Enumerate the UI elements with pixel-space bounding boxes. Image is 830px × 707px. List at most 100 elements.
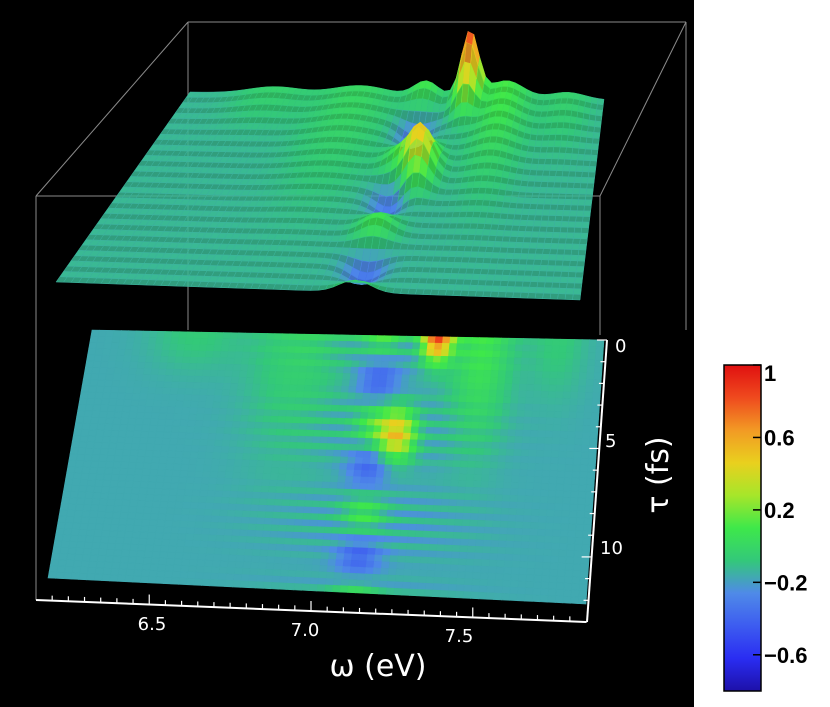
density-cell (414, 387, 424, 396)
density-cell (502, 579, 512, 588)
density-cell (472, 402, 482, 410)
surface-cell (594, 114, 603, 122)
density-cell (81, 466, 91, 474)
density-cell (163, 475, 173, 484)
density-cell (261, 479, 271, 487)
density-cell (179, 571, 189, 579)
density-cell (205, 344, 215, 352)
density-cell (199, 338, 209, 346)
density-cell (331, 340, 341, 348)
density-cell (90, 373, 100, 381)
surface-cell (582, 160, 591, 167)
density-cell (589, 431, 599, 440)
density-cell (258, 441, 268, 449)
surface-cell (565, 187, 574, 195)
surface-cell (545, 187, 554, 194)
surface-cell (588, 166, 597, 173)
surface-cell (529, 203, 538, 210)
density-cell (581, 543, 591, 552)
density-cell (484, 356, 493, 365)
density-cell (560, 516, 570, 525)
density-cell (207, 433, 217, 441)
density-cell (388, 425, 398, 434)
density-cell (70, 528, 80, 536)
surface-cell (580, 130, 588, 138)
density-cell (80, 472, 90, 480)
density-cell (501, 416, 510, 424)
density-cell (427, 478, 437, 487)
density-cell (199, 439, 209, 447)
density-cell (246, 421, 256, 429)
density-cell (396, 562, 406, 570)
density-cell (404, 555, 414, 564)
density-cell (458, 558, 467, 566)
density-cell (147, 481, 157, 489)
density-cell (363, 580, 373, 588)
density-cell (537, 528, 546, 537)
density-cell (413, 471, 423, 480)
density-cell (344, 482, 354, 490)
density-cell (244, 491, 254, 499)
density-cell (206, 338, 216, 346)
density-cell (254, 421, 264, 430)
surface-cell (529, 236, 539, 244)
density-cell (543, 450, 552, 458)
surface-cell (564, 243, 573, 250)
density-cell (465, 558, 475, 567)
density-cell (266, 498, 276, 507)
density-cell (544, 529, 554, 537)
density-cell (202, 464, 212, 472)
density-cell (111, 423, 121, 431)
density-cell (233, 567, 244, 575)
density-cell (501, 501, 511, 509)
density-cell (66, 466, 76, 474)
density-cell (267, 486, 277, 494)
density-cell (582, 425, 592, 433)
density-cell (154, 387, 164, 395)
surface-cell (535, 169, 544, 177)
density-cell (178, 425, 188, 434)
density-cell (162, 387, 172, 395)
density-cell (339, 520, 349, 529)
surface-cell (570, 199, 579, 206)
density-cell (389, 484, 399, 492)
density-cell (512, 547, 522, 556)
density-cell (449, 486, 459, 494)
density-cell (468, 447, 478, 456)
density-cell (459, 382, 469, 390)
density-cell (240, 357, 250, 366)
density-cell (445, 375, 455, 383)
density-cell (73, 466, 84, 474)
density-cell (565, 450, 575, 459)
density-cell (547, 391, 557, 399)
density-cell (517, 396, 527, 405)
density-cell (213, 388, 224, 397)
density-cell (365, 425, 375, 433)
density-cell (378, 580, 388, 589)
density-cell (532, 489, 542, 497)
density-cell (131, 349, 141, 357)
density-cell (289, 557, 299, 565)
density-cell (215, 484, 225, 492)
density-cell (160, 400, 170, 408)
density-cell (485, 422, 495, 430)
density-cell (290, 544, 300, 552)
density-cell (246, 370, 256, 378)
density-cell (379, 574, 389, 582)
density-cell (464, 493, 473, 501)
density-cell (116, 348, 126, 356)
density-cell (268, 537, 278, 545)
density-cell (393, 380, 402, 389)
density-cell (292, 474, 302, 482)
density-cell (470, 350, 479, 358)
density-cell (338, 527, 348, 535)
density-cell (579, 365, 588, 373)
density-cell (339, 398, 348, 406)
density-cell (520, 547, 530, 556)
surface-cell (564, 109, 573, 117)
density-cell (389, 548, 399, 557)
density-cell (341, 572, 351, 580)
density-cell (80, 429, 90, 437)
density-cell (468, 526, 478, 534)
density-cell (526, 469, 536, 477)
